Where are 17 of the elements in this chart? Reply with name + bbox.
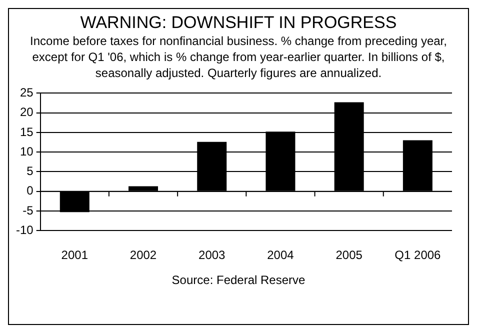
- x-tick-label: 2004: [267, 248, 294, 262]
- y-tick-label: 20: [20, 105, 34, 120]
- y-tick-label: 25: [20, 86, 34, 100]
- y-tick-label: -5: [22, 203, 34, 218]
- x-tick-label: 2005: [336, 248, 363, 262]
- y-tick-label: 5: [26, 164, 34, 178]
- y-tick-label: 0: [26, 184, 34, 198]
- source-note: Source: Federal Reserve: [170, 273, 306, 288]
- x-tick-label: 2001: [61, 248, 88, 262]
- y-tick-label: -10: [16, 222, 34, 237]
- y-tick-label: 10: [20, 144, 34, 158]
- x-tick-label: 2002: [130, 248, 157, 262]
- x-tick-label: 2003: [198, 248, 226, 262]
- chart-subtitle: Income before taxes for nonfinancial business. % change from preceding year, except for Q1 '06, which is % change from year-earlier quarter. In billions of $, seasonally adjusted. Quarterly figures are annualized.: [29, 33, 448, 81]
- x-tick-label: Q1 2006: [394, 248, 442, 262]
- chart-title: WARNING: DOWNSHIFT IN PROGRESS: [79, 13, 398, 33]
- y-tick-label: 15: [20, 124, 34, 139]
